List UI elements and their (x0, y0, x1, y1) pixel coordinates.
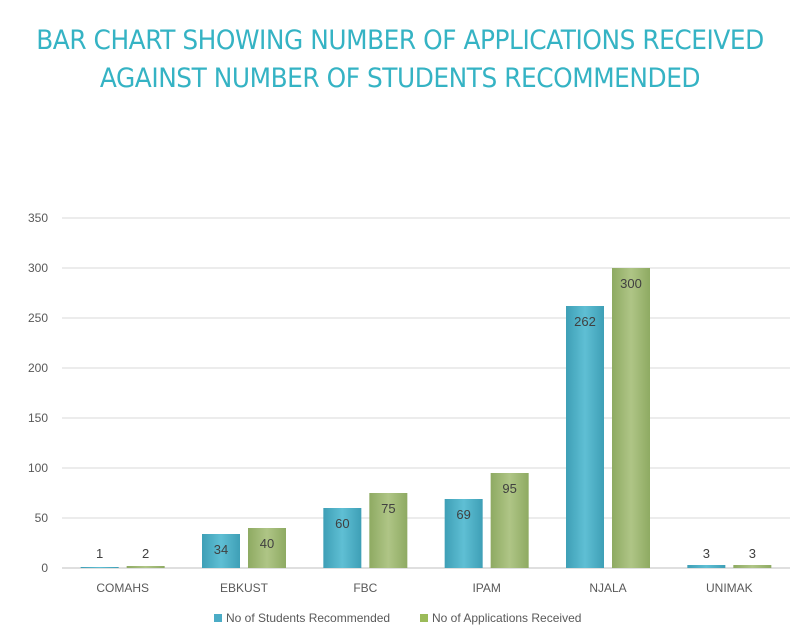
bar-students-recommended (323, 508, 362, 568)
y-tick-label: 300 (28, 261, 48, 275)
bar-applications-received (126, 566, 165, 568)
x-axis-labels: COMAHS EBKUST FBC IPAM NJALA UNIMAK (96, 581, 752, 595)
x-category-label: COMAHS (96, 581, 149, 595)
x-category-label: EBKUST (220, 581, 269, 595)
y-tick-label: 0 (41, 561, 48, 575)
x-category-label: NJALA (589, 581, 626, 595)
bar-students-recommended (444, 499, 483, 568)
legend-label: No of Applications Received (432, 611, 581, 625)
bar-applications-received (369, 493, 408, 568)
data-label: 75 (381, 501, 395, 516)
legend: No of Students Recommended No of Applicat… (214, 611, 581, 625)
y-tick-label: 50 (35, 511, 49, 525)
bar-applications-received (612, 268, 650, 568)
data-label: 300 (620, 276, 642, 291)
gridlines (62, 217, 790, 569)
bar-applications-received (248, 528, 286, 568)
x-category-label: FBC (353, 581, 377, 595)
chart-title-line-2: AGAINST NUMBER OF STUDENTS RECOMMENDED (99, 63, 701, 94)
y-tick-label: 250 (28, 311, 48, 325)
data-label: 2 (142, 546, 149, 561)
bar-applications-received (733, 565, 772, 568)
chart-title: BAR CHART SHOWING NUMBER OF APPLICATIONS… (0, 22, 800, 98)
legend-swatch (420, 614, 428, 622)
bar-students-recommended (80, 567, 119, 568)
data-label: 1 (96, 546, 103, 561)
data-label: 3 (749, 546, 756, 561)
data-label: 34 (214, 542, 228, 557)
data-label: 95 (502, 481, 516, 496)
data-label: 262 (574, 314, 596, 329)
bar-students-recommended (687, 565, 726, 568)
data-label: 40 (260, 536, 274, 551)
x-category-label: UNIMAK (706, 581, 753, 595)
y-tick-label: 350 (28, 211, 48, 225)
x-category-label: IPAM (472, 581, 500, 595)
y-tick-label: 200 (28, 361, 48, 375)
bar-students-recommended (202, 534, 240, 568)
bar-applications-received (490, 473, 529, 568)
legend-swatch (214, 614, 222, 622)
legend-label: No of Students Recommended (226, 611, 390, 625)
bars: 1 2 34 40 60 75 69 95 262 300 3 3 (80, 268, 772, 568)
data-label: 60 (335, 516, 349, 531)
bar-students-recommended (566, 306, 604, 568)
y-tick-label: 100 (28, 461, 48, 475)
data-label: 3 (703, 546, 710, 561)
y-axis-ticks: 0 50 100 150 200 250 300 350 (28, 211, 48, 575)
data-label: 69 (456, 507, 470, 522)
y-tick-label: 150 (28, 411, 48, 425)
chart-title-line-1: BAR CHART SHOWING NUMBER OF APPLICATIONS… (36, 25, 764, 56)
